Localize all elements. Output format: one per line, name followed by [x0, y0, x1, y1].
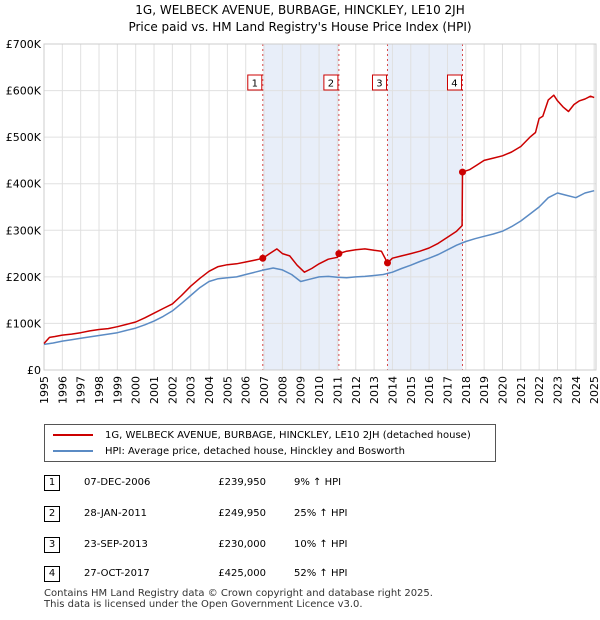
- y-tick-label: £100K: [6, 317, 42, 330]
- transaction-label-box: [323, 74, 339, 91]
- x-tick-label: 2025: [588, 376, 600, 404]
- transaction-price: £425,000: [218, 568, 266, 579]
- footer-line1: Contains HM Land Registry data © Crown c…: [44, 588, 433, 599]
- legend: 1G, WELBECK AVENUE, BURBAGE, HINCKLEY, L…: [44, 424, 496, 462]
- transaction-number: 1: [44, 475, 60, 491]
- x-tick-label: 2020: [496, 376, 509, 404]
- x-tick-label: 2000: [130, 376, 143, 404]
- x-tick-label: 1996: [56, 376, 69, 404]
- transaction-date: 07-DEC-2006: [84, 477, 151, 488]
- y-tick-label: £200K: [6, 271, 42, 284]
- footer-attribution: Contains HM Land Registry data © Crown c…: [44, 588, 433, 610]
- property-price-line: [43, 94, 595, 345]
- footer-line2: This data is licensed under the Open Gov…: [44, 599, 363, 610]
- x-tick-label: 2021: [515, 376, 528, 404]
- plot-border: [43, 43, 597, 371]
- transaction-label: 4: [451, 79, 457, 90]
- transaction-point: [383, 259, 391, 267]
- x-tick-label: 2005: [221, 376, 234, 404]
- legend-item-property: 1G, WELBECK AVENUE, BURBAGE, HINCKLEY, L…: [53, 429, 471, 443]
- transaction-label-box: [247, 74, 263, 91]
- transaction-price: £230,000: [218, 539, 266, 550]
- x-tick-label: 2003: [185, 376, 198, 404]
- transaction-date: 23-SEP-2013: [84, 539, 148, 550]
- legend-label-hpi: HPI: Average price, detached house, Hinc…: [105, 446, 405, 457]
- transaction-hpi-change: 52% ↑ HPI: [294, 568, 348, 579]
- x-tick-label: 1997: [75, 376, 88, 404]
- chart-title-line1: 1G, WELBECK AVENUE, BURBAGE, HINCKLEY, L…: [135, 3, 465, 17]
- transaction-point: [259, 254, 267, 262]
- transaction-hpi-change: 25% ↑ HPI: [294, 508, 348, 519]
- y-tick-label: £400K: [6, 178, 42, 191]
- legend-swatch-hpi: [53, 450, 93, 452]
- y-tick-label: £0: [27, 364, 41, 377]
- legend-label-property: 1G, WELBECK AVENUE, BURBAGE, HINCKLEY, L…: [105, 430, 471, 441]
- chart-title: 1G, WELBECK AVENUE, BURBAGE, HINCKLEY, L…: [0, 2, 600, 36]
- transaction-price: £239,950: [218, 477, 266, 488]
- x-tick-label: 2015: [405, 376, 418, 404]
- transaction-point: [458, 168, 466, 176]
- legend-item-hpi: HPI: Average price, detached house, Hinc…: [53, 445, 405, 459]
- x-tick-label: 2019: [478, 376, 491, 404]
- transaction-date: 28-JAN-2011: [84, 508, 148, 519]
- x-tick-label: 2017: [441, 376, 454, 404]
- y-tick-label: £300K: [6, 224, 42, 237]
- transaction-label-box: [446, 74, 462, 91]
- transaction-point: [335, 250, 343, 258]
- x-tick-label: 2016: [423, 376, 436, 404]
- y-tick-label: £500K: [6, 131, 42, 144]
- hpi-line: [43, 189, 595, 346]
- transaction-hpi-change: 9% ↑ HPI: [294, 477, 342, 488]
- x-tick-label: 2007: [258, 376, 271, 404]
- x-tick-label: 2006: [240, 376, 253, 404]
- x-tick-label: 2011: [331, 376, 344, 404]
- x-tick-label: 2004: [203, 376, 216, 404]
- x-tick-label: 2018: [460, 376, 473, 404]
- y-tick-label: £700K: [6, 38, 42, 51]
- x-tick-label: 2023: [551, 376, 564, 404]
- transaction-number: 3: [44, 537, 60, 553]
- chart-title-line2: Price paid vs. HM Land Registry's House …: [128, 20, 472, 34]
- legend-swatch-property: [53, 434, 93, 436]
- x-tick-label: 2024: [570, 376, 583, 404]
- x-tick-label: 1998: [93, 376, 106, 404]
- transaction-date: 27-OCT-2017: [84, 568, 150, 579]
- x-tick-label: 2010: [313, 376, 326, 404]
- transaction-label: 2: [328, 79, 334, 90]
- x-tick-label: 2001: [148, 376, 161, 404]
- y-tick-label: £600K: [6, 85, 42, 98]
- x-tick-label: 2014: [386, 376, 399, 404]
- shaded-range-2: [387, 44, 463, 370]
- x-tick-label: 2013: [368, 376, 381, 404]
- transaction-number: 2: [44, 506, 60, 522]
- x-tick-label: 2022: [533, 376, 546, 404]
- transaction-price: £249,950: [218, 508, 266, 519]
- x-tick-label: 2012: [350, 376, 363, 404]
- x-tick-label: 2008: [276, 376, 289, 404]
- transaction-label-box: [371, 74, 387, 91]
- transaction-number: 4: [44, 566, 60, 582]
- x-tick-label: 1999: [111, 376, 124, 404]
- transaction-label: 3: [376, 79, 382, 90]
- x-tick-label: 1995: [38, 376, 51, 404]
- x-tick-label: 2002: [166, 376, 179, 404]
- transaction-hpi-change: 10% ↑ HPI: [294, 539, 348, 550]
- x-tick-label: 2009: [295, 376, 308, 404]
- transaction-label: 1: [252, 79, 258, 90]
- price-chart: 1 2 3 4 £0 £100K £200K £300K £400K £500K £600K £700…: [6, 38, 600, 404]
